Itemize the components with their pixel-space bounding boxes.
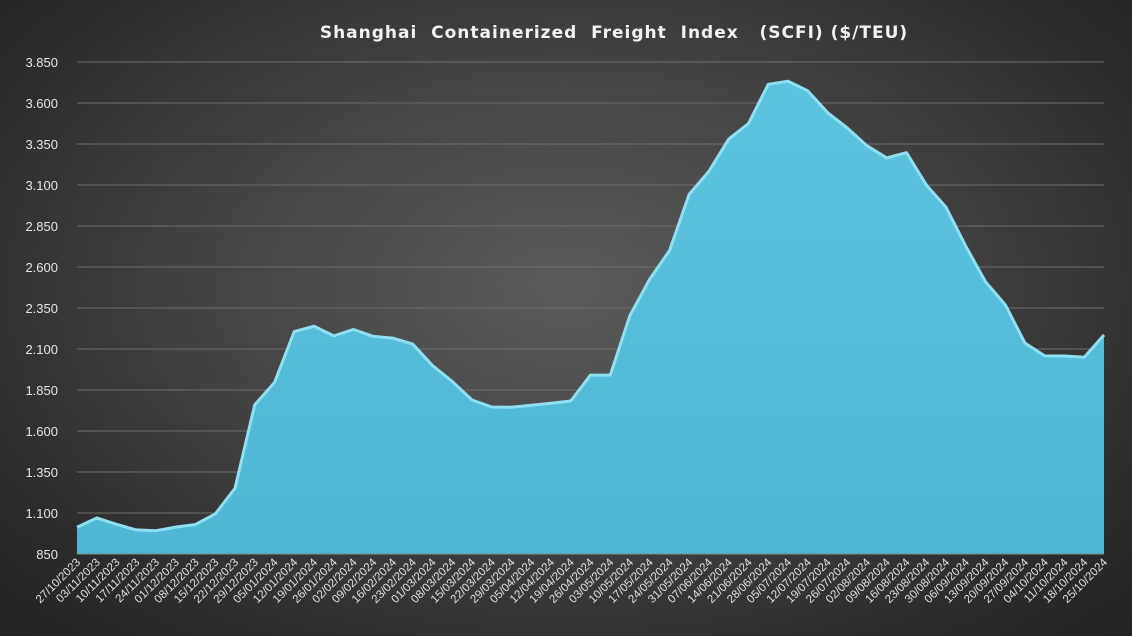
- data-point: [234, 487, 237, 490]
- data-point: [569, 399, 572, 402]
- data-point: [668, 249, 671, 252]
- data-point: [115, 523, 118, 526]
- plot-area: [76, 79, 1106, 554]
- data-point: [885, 156, 888, 159]
- data-point: [510, 406, 513, 409]
- data-point: [332, 334, 335, 337]
- data-point: [589, 374, 592, 377]
- data-point: [372, 335, 375, 338]
- data-point: [964, 245, 967, 248]
- data-point: [76, 526, 79, 529]
- y-tick-label: 1.850: [25, 383, 58, 398]
- data-point: [550, 402, 553, 405]
- data-point: [648, 278, 651, 281]
- data-point: [451, 380, 454, 383]
- y-tick-label: 2.100: [25, 342, 58, 357]
- data-point: [905, 151, 908, 154]
- data-point: [806, 89, 809, 92]
- data-point: [708, 170, 711, 173]
- data-point: [490, 406, 493, 409]
- series-line: [76, 79, 1106, 533]
- data-point: [253, 403, 256, 406]
- data-point: [411, 343, 414, 346]
- data-point: [629, 314, 632, 317]
- data-point: [609, 374, 612, 377]
- data-point: [984, 280, 987, 283]
- data-point: [787, 80, 790, 83]
- y-tick-label: 2.600: [25, 260, 58, 275]
- data-point: [392, 337, 395, 340]
- data-point: [945, 206, 948, 209]
- y-tick-label: 2.350: [25, 301, 58, 316]
- data-point: [471, 399, 474, 402]
- data-point: [194, 523, 197, 526]
- data-point: [767, 83, 770, 86]
- data-point: [530, 404, 533, 407]
- data-point: [925, 183, 928, 186]
- series-area: [77, 81, 1104, 554]
- data-point: [273, 381, 276, 384]
- data-point: [293, 330, 296, 333]
- y-tick-label: 850: [36, 547, 58, 562]
- data-point: [826, 111, 829, 114]
- data-point: [727, 138, 730, 141]
- y-tick-label: 3.850: [25, 55, 58, 70]
- y-tick-label: 2.850: [25, 219, 58, 234]
- data-point: [1043, 354, 1046, 357]
- data-point: [155, 529, 158, 532]
- data-point: [1083, 356, 1086, 359]
- chart-title: Shanghai Containerized Freight Index (SC…: [320, 23, 908, 43]
- data-point: [688, 193, 691, 196]
- y-tick-label: 1.350: [25, 465, 58, 480]
- y-tick-label: 3.350: [25, 137, 58, 152]
- y-tick-label: 3.100: [25, 178, 58, 193]
- data-point: [95, 516, 98, 519]
- data-point: [747, 122, 750, 125]
- data-point: [431, 364, 434, 367]
- data-point: [214, 512, 217, 515]
- data-point: [846, 126, 849, 129]
- data-point: [866, 144, 869, 147]
- data-point: [352, 328, 355, 331]
- y-tick-label: 1.600: [25, 424, 58, 439]
- data-point: [313, 325, 316, 328]
- x-axis: 27/10/202303/11/202310/11/202317/11/2023…: [34, 553, 1111, 606]
- data-point: [1103, 334, 1106, 337]
- data-point: [135, 528, 138, 531]
- y-tick-label: 3.600: [25, 96, 58, 111]
- data-point: [1024, 342, 1027, 345]
- data-point: [174, 526, 177, 529]
- data-point: [1004, 303, 1007, 306]
- y-tick-label: 1.100: [25, 506, 58, 521]
- y-axis: 850 1.100 1.350 1.600 1.850 2.100 2.350 2.600 2.…: [25, 55, 58, 562]
- data-point: [1063, 355, 1066, 358]
